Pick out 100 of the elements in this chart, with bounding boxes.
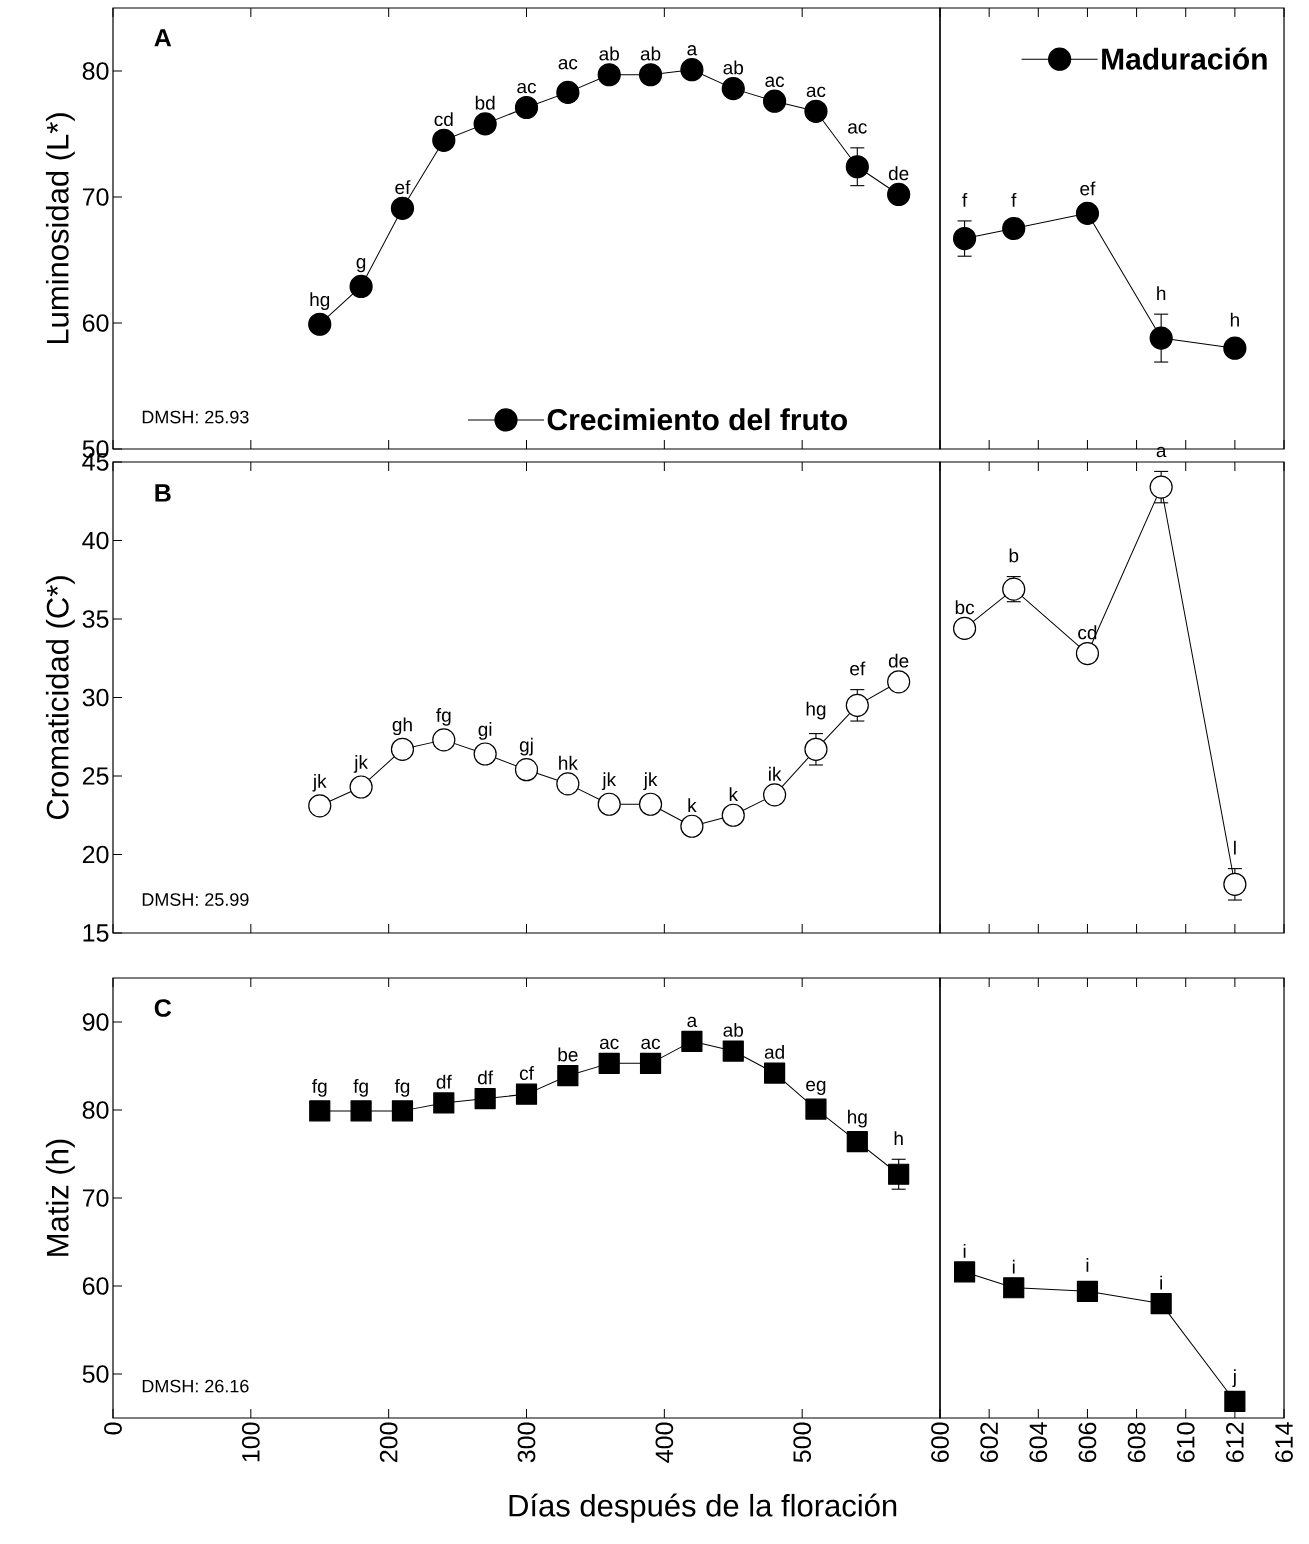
point [638,63,663,87]
data-label: bc [955,600,975,615]
data-label: jk [353,755,368,773]
point [952,226,977,251]
point [952,616,977,641]
data-label: ac [848,123,867,134]
data-label: ac [517,82,537,94]
point [887,182,911,207]
data-label: g [356,258,366,273]
point [598,1052,620,1074]
data-label: ab [599,46,619,61]
y-tick-label: 80 [82,1101,109,1119]
point [308,312,332,336]
data-label: cf [519,1066,534,1080]
point [556,772,580,796]
point [804,737,828,761]
point [763,783,787,807]
data-label: jk [601,772,617,791]
data-label: ab [723,60,744,75]
data-label: k [688,798,697,813]
data-label: gj [519,737,533,756]
point [514,758,539,782]
point [390,196,415,220]
data-label: b [1009,548,1019,563]
x-tick-label: 612 [1226,1422,1244,1462]
legend-label: Crecimiento del fruto [547,408,847,431]
data-label: ef [1080,181,1096,196]
point [390,737,415,761]
y-tick-label: 70 [82,188,109,206]
data-label: hk [559,755,578,770]
x-tick-label: 602 [980,1422,999,1462]
data-label: ac [806,86,826,98]
data-label: j [1232,1369,1236,1388]
point [349,274,373,299]
data-label: fg [436,708,451,726]
data-label: ik [769,766,782,781]
point [515,1083,538,1105]
point [721,803,745,827]
point [349,775,373,799]
data-label: ac [558,58,578,70]
x-tick-label: 600 [931,1422,949,1462]
point [433,1092,455,1114]
text: A [154,29,172,47]
data-label: hg [310,292,330,311]
data-label: h [1230,312,1239,327]
point [722,1040,744,1062]
data-label: bd [475,95,495,110]
point [557,1065,579,1087]
point [1223,872,1247,896]
point [391,1100,414,1122]
x-tick-label: 608 [1127,1422,1146,1462]
x-tick-label: 606 [1078,1422,1097,1462]
data-label: f [1011,192,1017,207]
point [953,1261,976,1283]
y-axis-title: Matiz (h) [45,1139,75,1256]
point [805,1098,827,1120]
x-tick-label: 200 [379,1422,398,1462]
point [845,693,869,717]
y-tick-label: 35 [82,610,109,628]
point [680,58,704,82]
y-tick-label: 30 [82,688,109,707]
data-label: hg [848,1109,867,1128]
data-label: jk [643,772,658,791]
data-label: fg [394,1079,410,1097]
text: C [154,999,172,1017]
data-label: de [888,166,909,181]
point [846,1131,868,1153]
data-label: eg [806,1080,826,1095]
point [473,742,497,766]
data-label: ad [764,1044,784,1059]
point [1003,1277,1025,1299]
x-tick-label: 400 [655,1422,674,1463]
point [721,77,745,101]
point [1076,1280,1099,1302]
data-label: i [1012,1259,1015,1274]
point [597,792,621,816]
y-axis-title: Luminosidad (L*) [45,113,75,344]
point [763,89,787,113]
x-tick-label: 614 [1275,1422,1293,1462]
data-label: df [436,1074,452,1089]
data-label: gi [478,722,492,740]
data-label: fg [353,1079,368,1097]
data-label: f [962,192,968,207]
point [432,728,456,752]
data-label: jk [312,773,327,792]
x-tick-label: 300 [517,1422,536,1463]
y-tick-label: 40 [82,531,109,550]
annotation: DMSH: 25.99 [142,893,249,906]
y-tick-label: 70 [82,1189,109,1207]
point [432,128,456,152]
point [1149,326,1173,350]
point [1223,336,1247,360]
point [473,112,497,136]
x-tick-label: 500 [793,1422,812,1463]
data-label: h [1157,286,1166,300]
annotation: DMSH: 26.16 [142,1379,249,1393]
data-label: fg [312,1079,327,1097]
x-tick-label: 610 [1176,1422,1195,1462]
point [474,1087,496,1110]
point [764,1062,786,1084]
